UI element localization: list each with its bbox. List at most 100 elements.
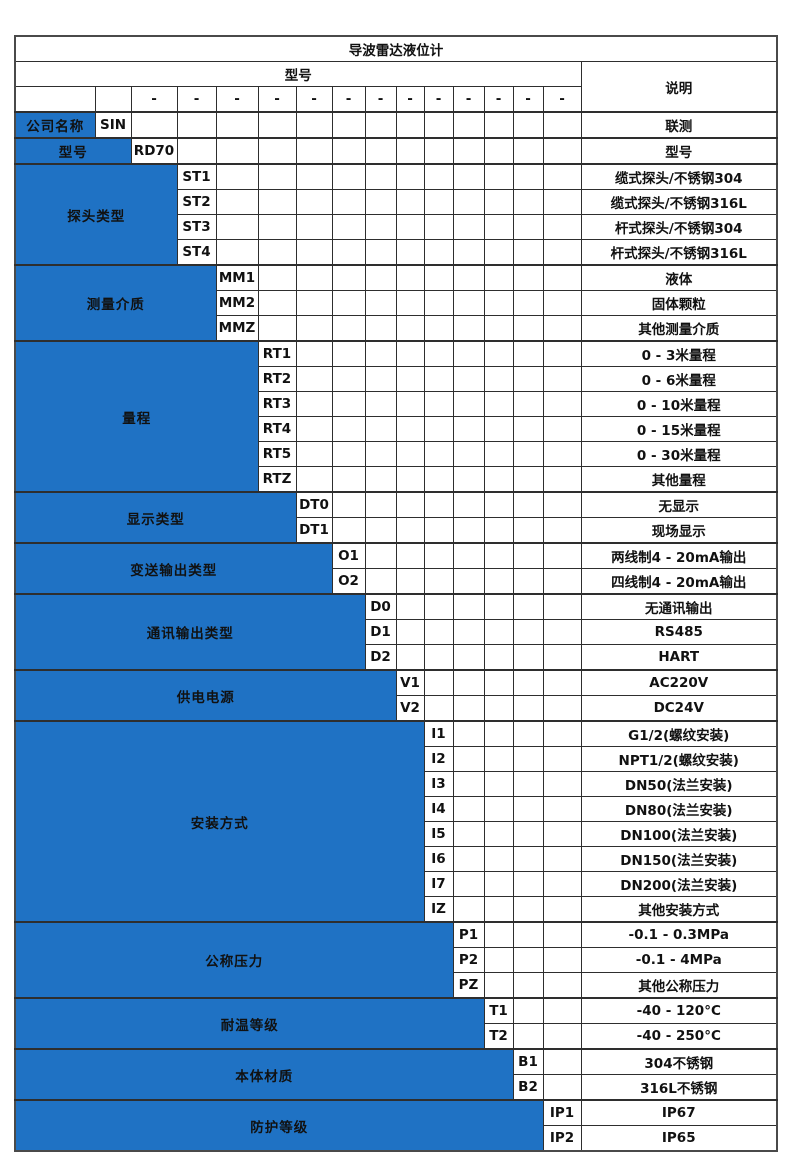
grid-empty-cell [395, 416, 425, 442]
code-ST4: ST4 [176, 239, 217, 266]
grid-empty-cell [423, 214, 454, 240]
code-RTZ: RTZ [257, 466, 297, 493]
grid-empty-cell [364, 111, 397, 139]
grid-empty-cell [295, 391, 333, 417]
grid-empty-cell [512, 947, 544, 973]
grid-empty-cell [452, 517, 485, 544]
grid-empty-cell [483, 163, 514, 190]
code-DT0: DT0 [295, 491, 333, 518]
grid-empty-cell [364, 416, 397, 442]
grid-empty-cell [423, 189, 454, 215]
grid-empty-cell [483, 189, 514, 215]
grid-empty-cell [483, 896, 514, 923]
grid-empty-cell [364, 137, 397, 165]
grid-empty-cell [395, 189, 425, 215]
category-protection-rating: 防护等级 [14, 1099, 544, 1152]
grid-empty-cell [331, 163, 366, 190]
grid-empty-cell [395, 163, 425, 190]
grid-empty-cell [483, 568, 514, 595]
grid-empty-cell [331, 214, 366, 240]
grid-empty-cell [215, 189, 259, 215]
grid-empty-cell [483, 796, 514, 822]
grid-empty-cell [395, 264, 425, 291]
grid-empty-cell [423, 366, 454, 392]
grid-empty-cell [542, 593, 582, 620]
grid-empty-cell [295, 290, 333, 316]
grid-empty-cell [542, 720, 582, 747]
code-PZ: PZ [452, 972, 485, 999]
grid-empty-cell [452, 340, 485, 367]
grid-empty-cell [395, 391, 425, 417]
grid-empty-cell [364, 491, 397, 518]
grid-empty-cell [423, 491, 454, 518]
grid-empty-cell [452, 871, 485, 897]
desc-I4: DN80(法兰安装) [580, 796, 778, 822]
grid-empty-cell [512, 1023, 544, 1050]
grid-empty-cell [483, 644, 514, 671]
grid-empty-cell [395, 644, 425, 671]
description-column-header: 说明 [580, 61, 778, 113]
grid-empty-cell [452, 695, 485, 722]
grid-empty-cell [483, 871, 514, 897]
code-RT3: RT3 [257, 391, 297, 417]
code-MMZ: MMZ [215, 315, 259, 342]
category-communication-output-type: 通讯输出类型 [14, 593, 366, 671]
grid-empty-cell [295, 163, 333, 190]
grid-empty-cell [423, 441, 454, 467]
category-power-supply: 供电电源 [14, 669, 397, 722]
code-O2: O2 [331, 568, 366, 595]
grid-empty-cell [512, 391, 544, 417]
grid-empty-cell [295, 466, 333, 493]
grid-empty-cell [331, 491, 366, 518]
grid-empty-cell [542, 896, 582, 923]
code-RT4: RT4 [257, 416, 297, 442]
code-ST1: ST1 [176, 163, 217, 190]
grid-empty-cell [331, 111, 366, 139]
grid-empty-cell [542, 796, 582, 822]
grid-empty-cell [331, 264, 366, 291]
grid-empty-cell [452, 720, 485, 747]
grid-empty-cell [452, 821, 485, 847]
grid-empty-cell [483, 972, 514, 999]
grid-empty-cell [512, 189, 544, 215]
grid-empty-cell [452, 264, 485, 291]
grid-empty-cell [483, 619, 514, 645]
code-P1: P1 [452, 921, 485, 948]
grid-empty-cell [395, 466, 425, 493]
grid-empty-cell [512, 644, 544, 671]
code-RT1: RT1 [257, 340, 297, 367]
code-IP2: IP2 [542, 1125, 582, 1152]
grid-empty-cell [395, 214, 425, 240]
category-range: 量程 [14, 340, 259, 493]
grid-empty-cell [542, 366, 582, 392]
grid-empty-cell [542, 619, 582, 645]
grid-empty-cell [512, 491, 544, 518]
grid-empty-cell [512, 568, 544, 595]
grid-empty-cell [512, 137, 544, 165]
dash-separator-cell: - [257, 86, 297, 113]
grid-empty-cell [452, 391, 485, 417]
code-DT1: DT1 [295, 517, 333, 544]
grid-empty-cell [512, 997, 544, 1024]
grid-empty-cell [215, 214, 259, 240]
grid-empty-cell [483, 239, 514, 266]
grid-empty-cell [542, 821, 582, 847]
grid-empty-cell [483, 214, 514, 240]
dash-separator-cell: - [295, 86, 333, 113]
model-column-header: 型号 [14, 61, 582, 87]
grid-empty-cell [542, 391, 582, 417]
grid-empty-cell [257, 111, 297, 139]
grid-empty-cell [483, 137, 514, 165]
grid-empty-cell [295, 111, 333, 139]
category-company-name: 公司名称 [14, 111, 96, 139]
grid-empty-cell [512, 619, 544, 645]
grid-empty-cell [452, 568, 485, 595]
dash-separator-cell: - [542, 86, 582, 113]
grid-empty-cell [512, 821, 544, 847]
grid-empty-cell [483, 821, 514, 847]
code-I2: I2 [423, 746, 454, 772]
grid-empty-cell [257, 315, 297, 342]
grid-empty-cell [512, 290, 544, 316]
code-B2: B2 [512, 1074, 544, 1101]
desc-RT5: 0 - 30米量程 [580, 441, 778, 467]
